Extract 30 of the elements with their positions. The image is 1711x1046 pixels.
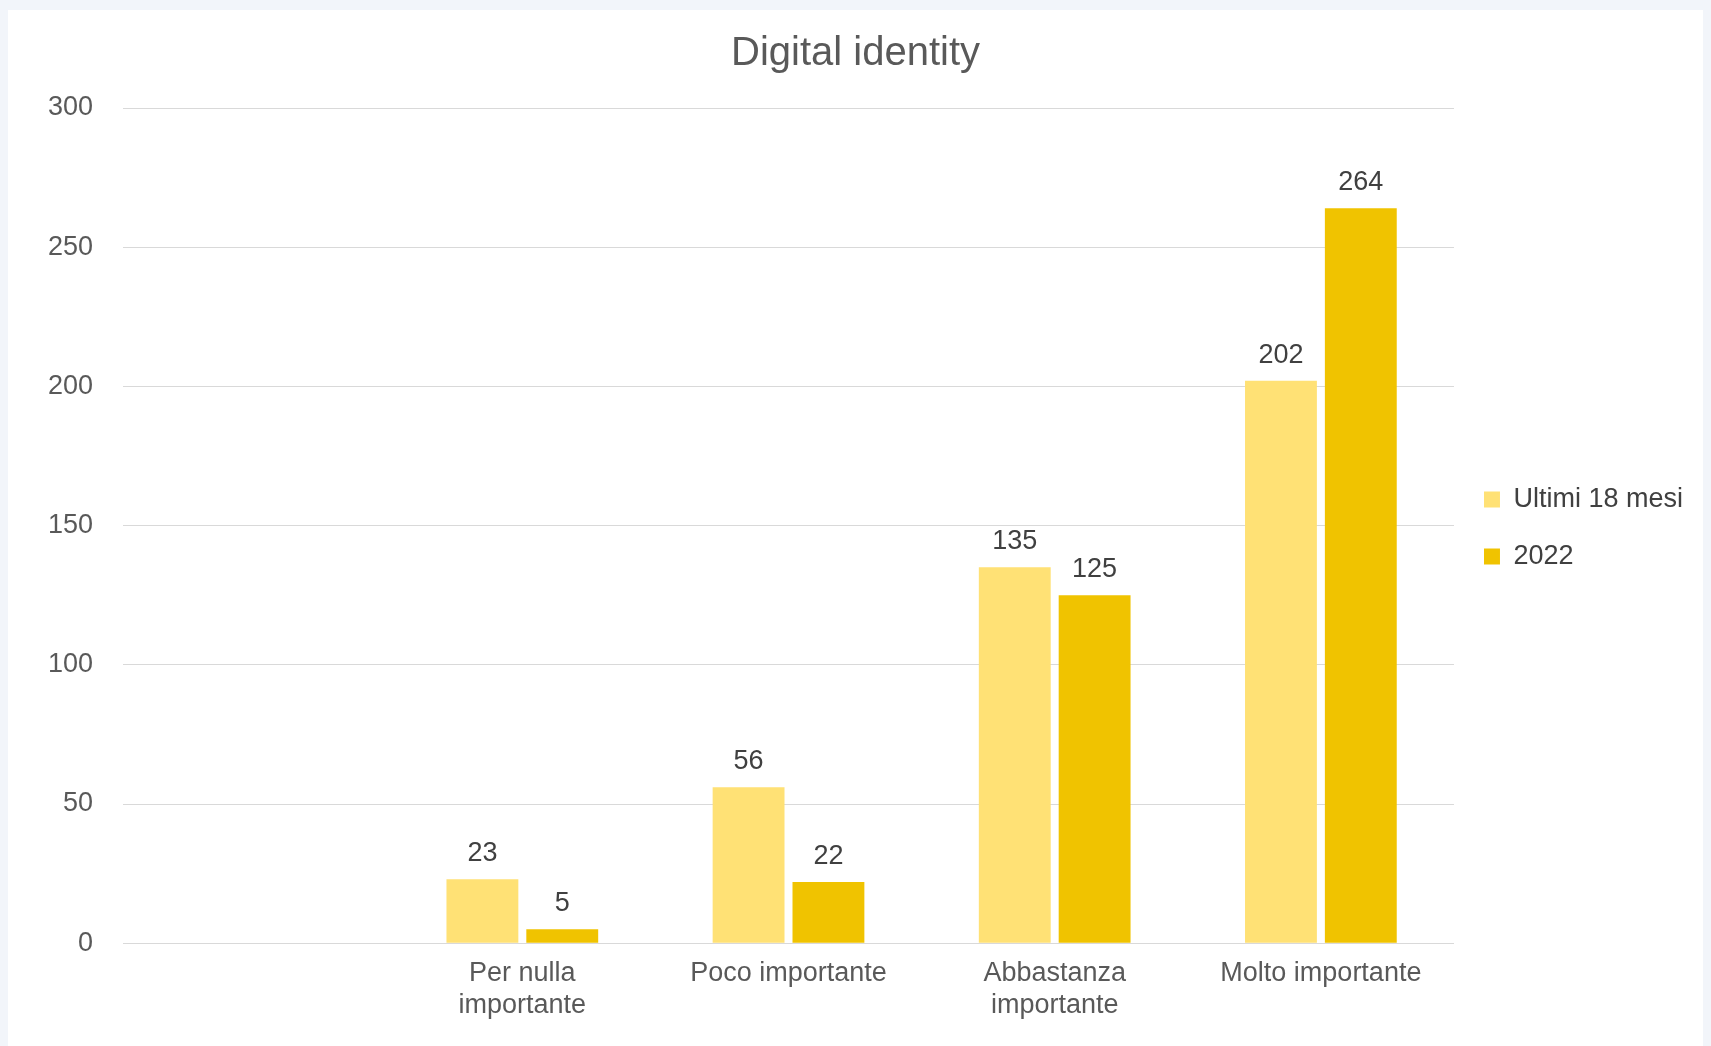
y-tick-label: 50 <box>63 787 94 818</box>
data-label: 23 <box>467 837 498 868</box>
data-label: 125 <box>1072 553 1118 584</box>
y-tick-label: 300 <box>47 91 94 122</box>
data-label: 56 <box>733 745 764 776</box>
bar <box>1058 595 1131 943</box>
data-label: 202 <box>1258 338 1304 369</box>
data-label: 264 <box>1338 166 1384 197</box>
x-tick-label: Abbastanza importante <box>983 956 1127 1020</box>
bar <box>792 881 865 943</box>
y-tick-label: 0 <box>78 926 94 957</box>
bar <box>1324 208 1397 943</box>
y-tick-label: 150 <box>47 509 94 540</box>
y-tick-label: 100 <box>47 648 94 679</box>
bar <box>978 567 1051 943</box>
bar <box>526 929 599 943</box>
x-tick-label: Molto importante <box>1220 956 1422 987</box>
x-tick-label: Per nulla importante <box>458 956 587 1020</box>
data-label: 5 <box>554 887 570 918</box>
y-tick-label: 200 <box>47 369 94 400</box>
legend-label: Ultimi 18 mesi <box>1513 482 1683 513</box>
bar <box>446 879 519 943</box>
bar <box>1245 380 1317 943</box>
x-tick-label: Poco importante <box>690 956 887 987</box>
bar <box>712 787 785 943</box>
data-label: 135 <box>992 525 1038 556</box>
y-tick-label: 250 <box>47 230 94 261</box>
chart-title: Digital identity <box>730 29 981 74</box>
legend-label: 2022 <box>1513 539 1574 570</box>
data-label: 22 <box>813 839 844 870</box>
